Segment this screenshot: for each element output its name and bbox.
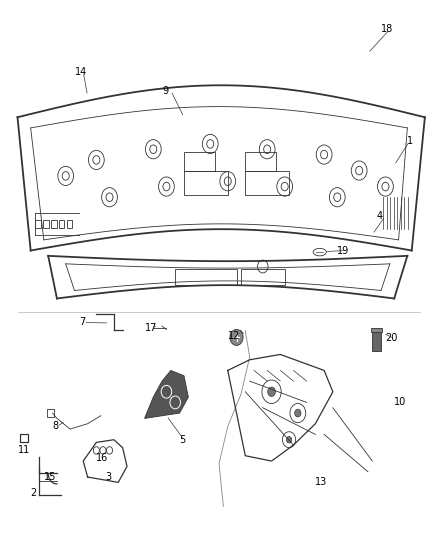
Bar bbox=[245, 171, 289, 195]
Circle shape bbox=[268, 387, 276, 397]
Bar bbox=[51, 220, 57, 228]
Bar bbox=[43, 220, 49, 228]
Bar bbox=[245, 152, 276, 171]
Text: 8: 8 bbox=[53, 422, 59, 431]
Bar bbox=[241, 269, 285, 285]
Text: 18: 18 bbox=[381, 25, 393, 34]
Text: 5: 5 bbox=[180, 435, 186, 445]
Text: 20: 20 bbox=[385, 334, 398, 343]
Bar bbox=[175, 269, 237, 285]
Text: 11: 11 bbox=[18, 446, 30, 455]
Text: 4: 4 bbox=[377, 211, 383, 221]
Bar bbox=[372, 332, 381, 351]
Bar bbox=[371, 328, 382, 332]
Text: 7: 7 bbox=[79, 318, 85, 327]
Circle shape bbox=[230, 329, 243, 345]
Text: 16: 16 bbox=[96, 454, 109, 463]
Bar bbox=[35, 220, 41, 228]
Bar bbox=[20, 434, 28, 442]
Text: 2: 2 bbox=[31, 488, 37, 498]
Text: 3: 3 bbox=[105, 472, 111, 482]
Bar bbox=[59, 220, 64, 228]
Text: 14: 14 bbox=[74, 67, 87, 77]
Bar bbox=[47, 409, 54, 417]
Text: 12: 12 bbox=[228, 331, 240, 341]
Bar bbox=[184, 152, 215, 171]
Bar bbox=[184, 171, 228, 195]
Text: 17: 17 bbox=[145, 323, 157, 333]
Circle shape bbox=[295, 409, 301, 417]
Text: 10: 10 bbox=[394, 398, 406, 407]
Text: 13: 13 bbox=[315, 478, 328, 487]
Circle shape bbox=[286, 437, 292, 443]
Bar bbox=[67, 220, 72, 228]
Polygon shape bbox=[145, 370, 188, 418]
Text: 15: 15 bbox=[44, 472, 56, 482]
Text: 19: 19 bbox=[337, 246, 350, 255]
Text: 9: 9 bbox=[162, 86, 168, 95]
Text: 1: 1 bbox=[407, 136, 413, 146]
